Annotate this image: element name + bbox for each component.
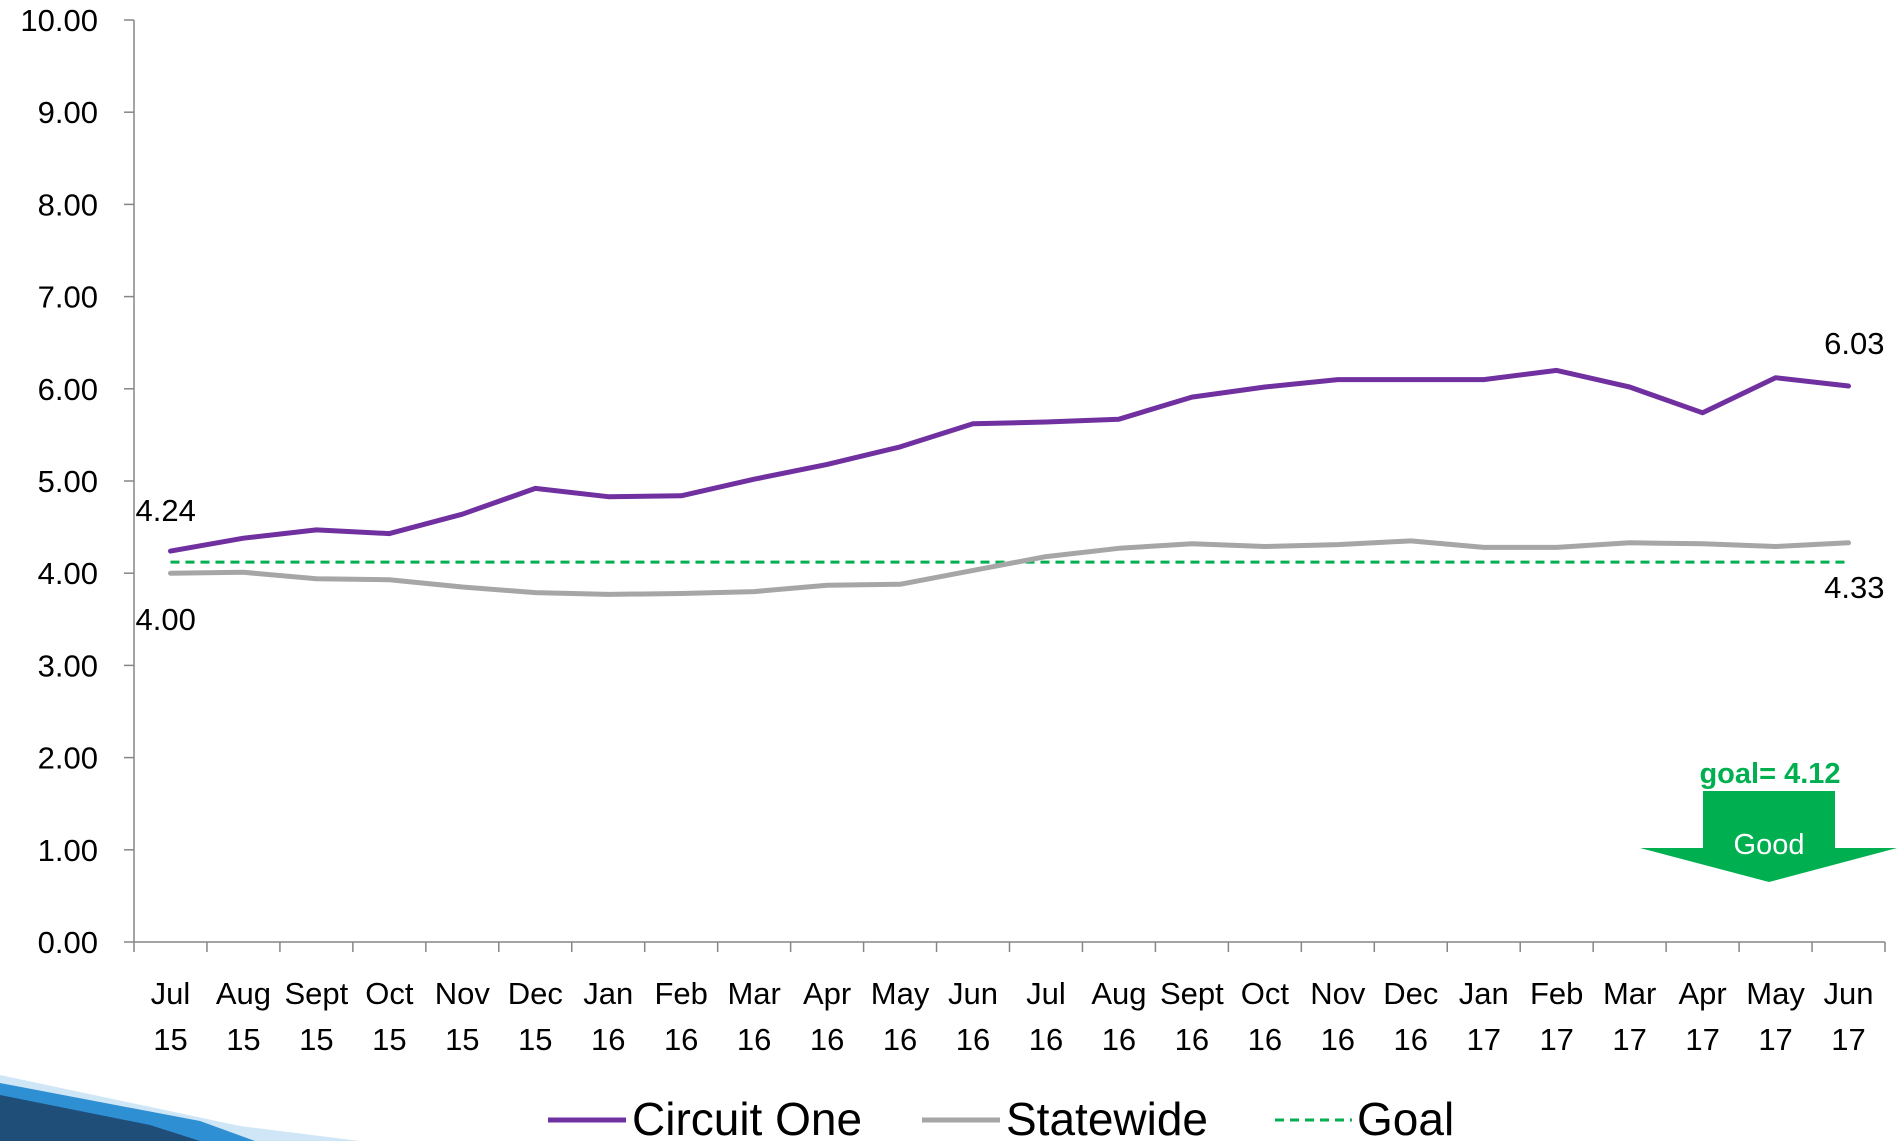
y-tick-label: 0.00 [38, 925, 98, 960]
x-tick-label-year: 16 [1029, 1022, 1063, 1057]
legend-label-goal: Goal [1357, 1093, 1454, 1141]
x-tick-label-month: Jun [948, 976, 998, 1011]
x-tick-label-year: 16 [883, 1022, 917, 1057]
y-tick-label: 7.00 [38, 280, 98, 315]
x-tick-label-month: Feb [1530, 976, 1583, 1011]
y-tick-label: 3.00 [38, 648, 98, 683]
legend-label-circuit-one: Circuit One [632, 1093, 862, 1141]
y-tick-label: 8.00 [38, 187, 98, 222]
x-tick-label-year: 16 [1394, 1022, 1428, 1057]
x-tick-label-year: 17 [1758, 1022, 1792, 1057]
good-label: Good [1734, 829, 1805, 861]
y-tick-label: 5.00 [38, 464, 98, 499]
data-label-statewide-last: 4.33 [1824, 570, 1884, 605]
goal-value-label: goal= 4.12 [1699, 758, 1840, 790]
x-tick-label-month: Mar [727, 976, 780, 1011]
data-labels: 4.24 6.03 4.00 4.33 [135, 326, 1884, 637]
x-tick-label-month: Mar [1603, 976, 1656, 1011]
x-tick-label-month: Oct [1241, 976, 1290, 1011]
x-tick-label-month: Aug [216, 976, 271, 1011]
slide-accent-decoration [0, 1075, 360, 1141]
x-tick-label-year: 16 [737, 1022, 771, 1057]
x-tick-label-month: Nov [1310, 976, 1366, 1011]
x-tick-label-month: Jul [151, 976, 191, 1011]
x-tick-label-year: 17 [1685, 1022, 1719, 1057]
x-tick-label-month: Sept [285, 976, 349, 1011]
x-tick-label-year: 16 [956, 1022, 990, 1057]
y-tick-label: 4.00 [38, 556, 98, 591]
x-tick-label-month: Aug [1091, 976, 1146, 1011]
x-tick-label-year: 16 [1321, 1022, 1355, 1057]
x-tick-label-year: 15 [153, 1022, 187, 1057]
x-tick-label-year: 15 [518, 1022, 552, 1057]
x-tick-label-year: 15 [299, 1022, 333, 1057]
series-line-circuit-one [168, 367, 1851, 554]
good-down-arrow-icon [1640, 791, 1897, 882]
x-tick-label-month: Sept [1160, 976, 1224, 1011]
x-axis-ticks: Jul 15 Aug 15 Sept 15 Oct 15 Nov 15 Dec 15 Jan 16 Feb 1… [133, 942, 1886, 1057]
x-tick-label-month: Dec [1383, 976, 1438, 1011]
x-tick-label-month: Jan [583, 976, 633, 1011]
x-tick-label-year: 15 [226, 1022, 260, 1057]
x-tick-label-month: Apr [1678, 976, 1726, 1011]
x-tick-label-month: Jan [1459, 976, 1509, 1011]
data-label-statewide-first: 4.00 [135, 602, 195, 637]
axes [133, 20, 1885, 943]
legend: Circuit One Statewide Goal [548, 1093, 1454, 1141]
goal-annotation: goal= 4.12 Good [1640, 758, 1897, 882]
y-tick-label: 10.00 [20, 3, 98, 38]
x-tick-label-month: Feb [654, 976, 707, 1011]
x-tick-label-month: Jul [1026, 976, 1066, 1011]
x-tick-label-year: 17 [1466, 1022, 1500, 1057]
x-tick-label-year: 16 [664, 1022, 698, 1057]
y-tick-label: 6.00 [38, 372, 98, 407]
x-tick-label-month: Jun [1824, 976, 1874, 1011]
x-tick-label-year: 17 [1831, 1022, 1865, 1057]
legend-label-statewide: Statewide [1006, 1093, 1208, 1141]
x-tick-label-year: 15 [372, 1022, 406, 1057]
x-tick-label-month: Dec [508, 976, 563, 1011]
x-tick-label-year: 15 [445, 1022, 479, 1057]
x-tick-label-month: May [1746, 976, 1805, 1011]
x-tick-label-year: 16 [1248, 1022, 1282, 1057]
x-tick-label-year: 17 [1539, 1022, 1573, 1057]
x-tick-label-year: 16 [1175, 1022, 1209, 1057]
y-tick-label: 1.00 [38, 833, 98, 868]
x-tick-label-month: Nov [435, 976, 491, 1011]
data-label-circuit-one-last: 6.03 [1824, 326, 1884, 361]
x-tick-label-month: Oct [365, 976, 414, 1011]
y-axis-ticks: 0.00 1.00 2.00 3.00 4.00 5.00 6.00 7.00 8.00 9.00… [20, 3, 134, 960]
x-tick-label-year: 17 [1612, 1022, 1646, 1057]
x-tick-label-month: Apr [803, 976, 851, 1011]
data-series [168, 367, 1851, 597]
y-tick-label: 9.00 [38, 95, 98, 130]
x-tick-label-year: 16 [591, 1022, 625, 1057]
x-tick-label-year: 16 [810, 1022, 844, 1057]
x-tick-label-year: 16 [1102, 1022, 1136, 1057]
y-tick-label: 2.00 [38, 741, 98, 776]
data-label-circuit-one-first: 4.24 [135, 493, 195, 528]
series-line-statewide [168, 538, 1851, 597]
x-tick-label-month: May [871, 976, 930, 1011]
